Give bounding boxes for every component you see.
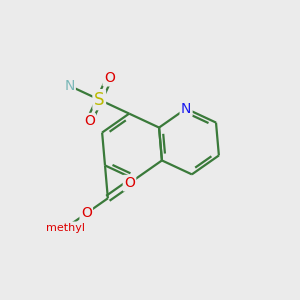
Text: N: N (181, 102, 191, 116)
Text: methyl: methyl (46, 223, 86, 232)
Text: N: N (64, 79, 74, 93)
Text: O: O (104, 71, 115, 85)
Text: S: S (94, 91, 104, 109)
Text: O: O (124, 176, 135, 190)
Text: O: O (81, 206, 92, 220)
Text: O: O (84, 114, 94, 128)
